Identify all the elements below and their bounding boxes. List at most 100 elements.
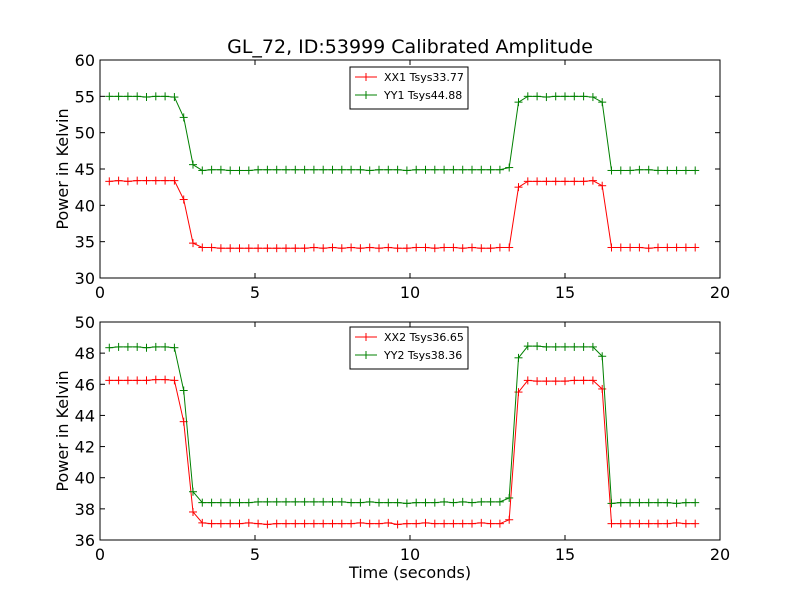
bottom-series-1-point (133, 342, 142, 351)
bottom-series-1-point (514, 353, 523, 362)
bottom-series-0-point (105, 376, 114, 385)
top-series-0-point (468, 243, 476, 252)
top-series-0-point (514, 183, 523, 192)
top-legend-label: YY1 Tsys44.88 (383, 89, 462, 102)
bottom-y-tick-label: 36 (75, 531, 95, 550)
top-plot-area: 0 5 10 15 20 30 35 40 45 50 55 60 (75, 51, 731, 302)
top-series-0-point (486, 244, 495, 253)
bottom-series-0-point (309, 519, 318, 528)
top-series-0-point (207, 243, 216, 252)
bottom-series-1-point (375, 498, 383, 507)
bottom-series-0-point (542, 377, 551, 386)
bottom-series-0-point (523, 376, 532, 385)
top-series-1-point (365, 166, 374, 175)
bottom-series-1-point (337, 497, 346, 506)
top-series-0-point (588, 176, 597, 185)
top-y-tick-label: 35 (75, 233, 95, 252)
top-series-0-point (300, 244, 309, 253)
top-series-1-point (495, 165, 504, 174)
bottom-series-1-point (542, 342, 551, 351)
top-series-1-point (514, 98, 523, 107)
top-series-0-point (263, 244, 272, 253)
top-series-1-point (105, 92, 114, 101)
bottom-series-1-point (691, 498, 700, 507)
top-plot-frame (99, 59, 721, 279)
top-series-0-point (402, 244, 411, 253)
top-series-1-point (607, 166, 616, 175)
bottom-series-0-point (263, 520, 272, 529)
bottom-series-0-point (244, 518, 253, 527)
top-series-0-point (430, 244, 439, 253)
top-series-0-point (449, 243, 458, 252)
top-series-1-point (216, 165, 225, 174)
top-series-1-point (198, 166, 207, 175)
top-series-1-point (291, 165, 300, 174)
top-series-0-point (533, 177, 542, 186)
bottom-series-0-point (570, 376, 579, 385)
top-series-1-point (179, 113, 188, 122)
top-panel: GL_72, ID:53999 Calibrated Amplitude Pow… (53, 36, 730, 302)
bottom-series-1-point (105, 343, 114, 352)
bottom-series-1-point (681, 498, 690, 507)
bottom-legend-label: XX2 Tsys36.65 (384, 331, 464, 344)
top-legend-entry: XX1 Tsys33.77 (355, 71, 464, 84)
top-series-0-point (198, 243, 207, 252)
bottom-series-1-point (523, 342, 532, 351)
top-series-1-point (244, 166, 253, 175)
bottom-series-1-point (254, 497, 263, 506)
top-series-1-point (412, 165, 421, 174)
top-series-0-point (626, 243, 635, 252)
bottom-series-0-point (468, 519, 476, 528)
top-series-0-point (691, 243, 700, 252)
bottom-series-0-point (607, 519, 616, 528)
top-series-1-point (393, 165, 402, 174)
bottom-y-axis-label: Power in Kelvin (53, 370, 72, 491)
top-y-tick-label: 30 (75, 269, 95, 288)
top-series-0-point (579, 177, 588, 186)
bottom-series-line-0 (109, 379, 696, 525)
top-series-0-point (133, 176, 142, 185)
top-series-line-0 (109, 180, 696, 249)
top-series-0-point (523, 177, 532, 186)
bottom-series-1-point (449, 498, 458, 507)
top-x-tick-label: 20 (710, 283, 730, 302)
bottom-series-1-point (579, 342, 588, 351)
top-series-0-point (235, 244, 244, 253)
top-series-0-point (440, 243, 449, 252)
top-series-1-point (356, 165, 365, 174)
top-series-1-point (588, 93, 597, 102)
top-series-1-point (570, 92, 579, 101)
top-series-0-point (384, 243, 393, 252)
top-series-0-point (551, 177, 560, 186)
bottom-series-1-point (189, 487, 197, 496)
top-series-1-point (226, 166, 235, 175)
top-legend-entry: YY1 Tsys44.88 (355, 89, 462, 102)
bottom-series-0-point (226, 519, 235, 528)
top-series-0-point (635, 243, 644, 252)
bottom-series-1-point (207, 498, 216, 507)
bottom-series-0-point (412, 519, 421, 528)
bottom-series-0-point (449, 519, 458, 528)
bottom-series-1-point (161, 342, 170, 351)
top-series-1-point (133, 92, 142, 101)
bottom-plot-area: 0 5 10 15 20 36 38 40 42 44 46 48 50 (75, 313, 731, 564)
bottom-series-0-point (300, 519, 309, 528)
bottom-series-0-point (282, 519, 290, 528)
bottom-legend-box (349, 326, 469, 370)
bottom-series-1-point (393, 498, 402, 507)
bottom-series-0-point (328, 519, 337, 528)
top-series-1-point (579, 92, 588, 101)
bottom-series-0-point (347, 519, 356, 528)
top-y-tick-label: 50 (75, 124, 95, 143)
top-series-0-point (561, 177, 569, 186)
top-series-0-point (337, 244, 346, 253)
bottom-legend-entry: XX2 Tsys36.65 (355, 331, 464, 344)
top-series-0-point (616, 243, 625, 252)
top-series-1-point (207, 165, 216, 174)
top-series-0-point (375, 244, 383, 253)
bottom-series-0-point (151, 375, 160, 384)
bottom-series-1-point (468, 498, 476, 507)
top-x-tick-label: 15 (555, 283, 575, 302)
bottom-series-1-point (616, 498, 625, 507)
top-series-0-point (412, 243, 421, 252)
